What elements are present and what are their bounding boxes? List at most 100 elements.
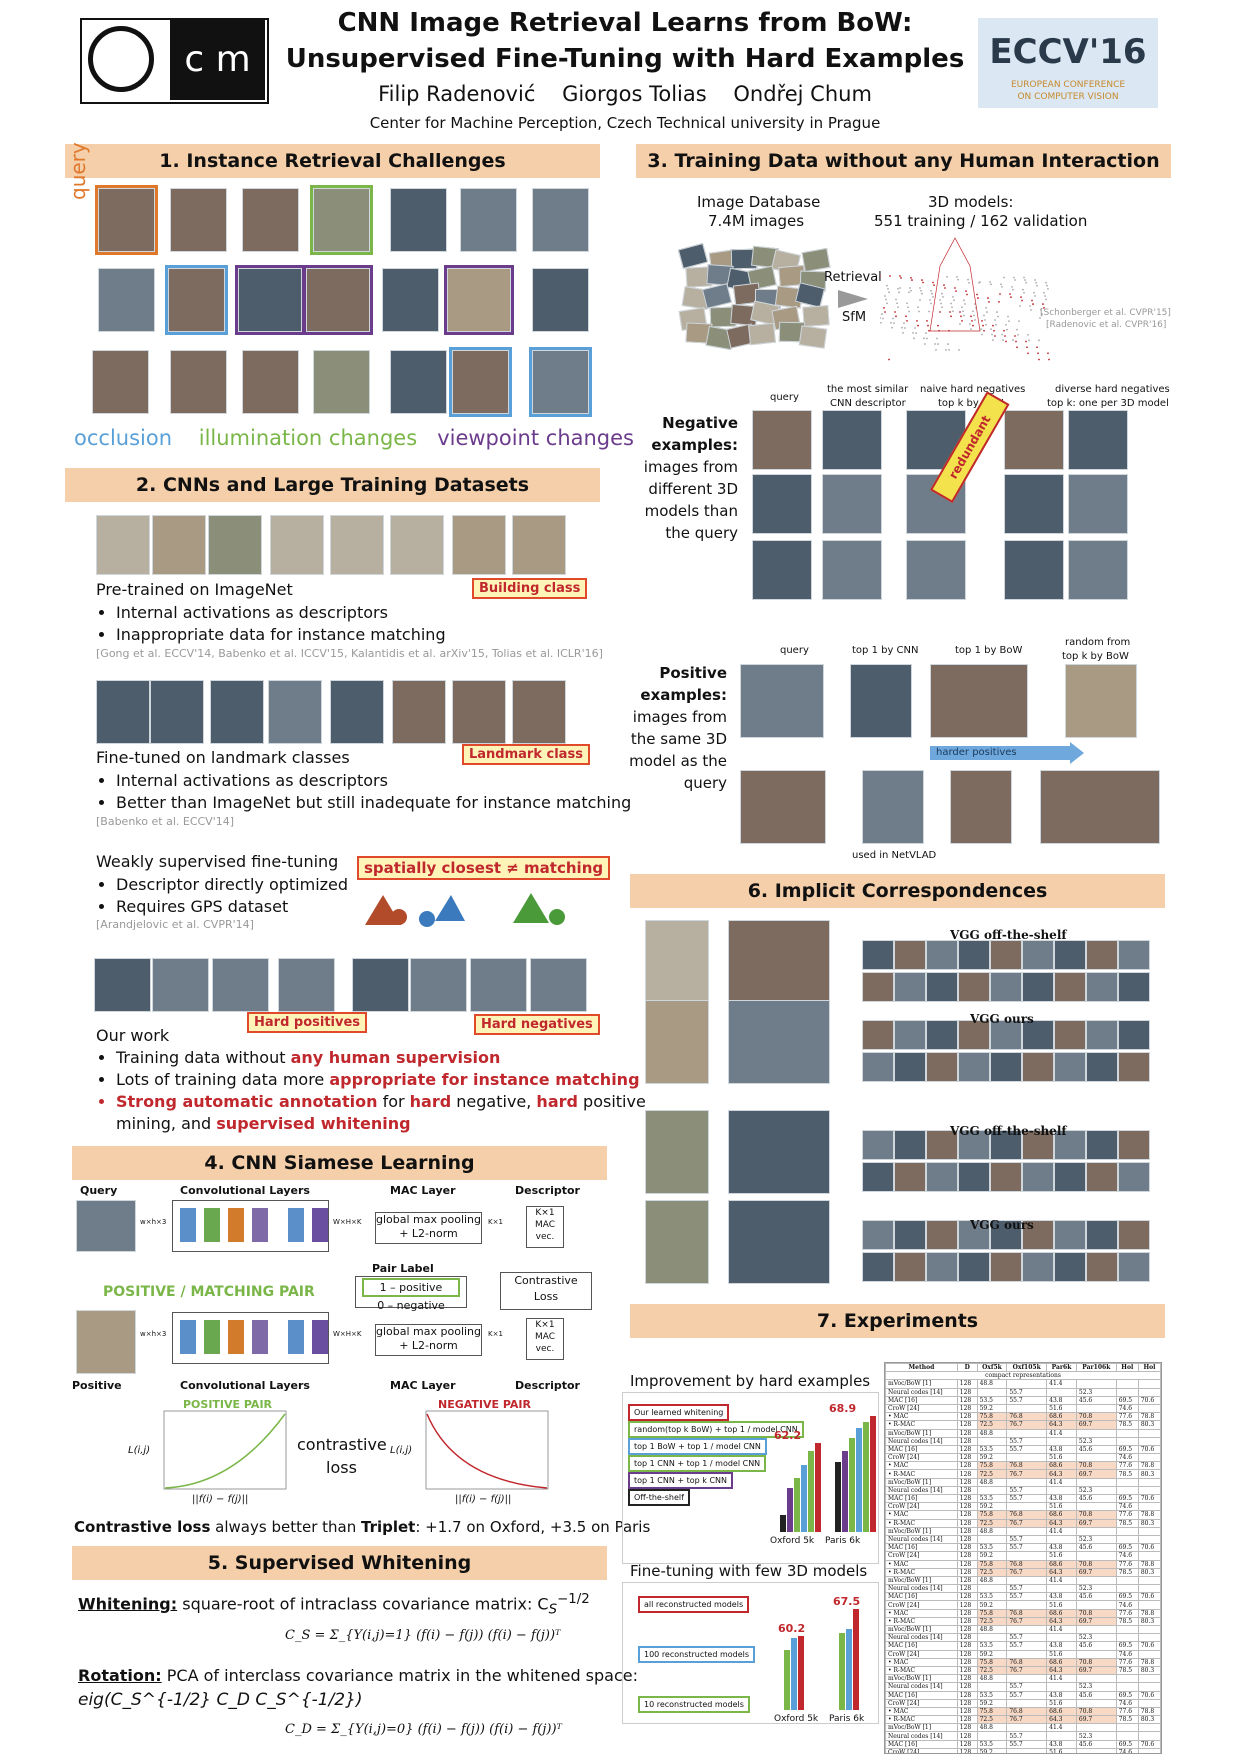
table-cell: • R-MAC xyxy=(885,1518,958,1528)
table-cell: 128 xyxy=(956,1674,978,1684)
table-cell xyxy=(1137,1575,1161,1586)
ref-b: [Babenko et al. ECCV'14] xyxy=(96,815,235,828)
table-cell: 45.6 xyxy=(1075,1592,1117,1602)
circle-shape xyxy=(419,911,435,927)
legend-entry: Our learned whitening xyxy=(628,1404,730,1421)
lij-2: L(i,j) xyxy=(390,1445,413,1456)
cloud-point xyxy=(888,291,890,294)
table-cell: 52.3 xyxy=(1075,1682,1117,1692)
cloud-point xyxy=(992,324,994,327)
table-cell: 128 xyxy=(956,1526,978,1536)
positive-image xyxy=(1040,770,1160,844)
cloud-point xyxy=(1009,293,1011,295)
cloud-point xyxy=(949,311,951,313)
table-cell xyxy=(1046,1387,1077,1397)
table-cell: 128 xyxy=(956,1731,978,1741)
spatial-tag: spatially closest ≠ matching xyxy=(357,856,611,880)
table-cell: CroW [24] xyxy=(885,1747,958,1753)
table-row: mVoc/BoW [1] 128 48.8 41.4 xyxy=(885,1477,1161,1487)
cloud-point xyxy=(894,311,896,313)
cloud-point xyxy=(924,343,926,345)
correspondence-image xyxy=(728,1000,830,1084)
table-cell: 128 xyxy=(956,1624,978,1635)
feature-map xyxy=(204,1320,220,1354)
table-cell: 41.4 xyxy=(1046,1674,1077,1684)
cloud-point xyxy=(957,278,959,281)
table-cell: 41.4 xyxy=(1046,1428,1077,1438)
cloud-point xyxy=(992,339,994,341)
table-cell: 64.3 xyxy=(1046,1715,1077,1725)
table-cell: 52.3 xyxy=(1075,1485,1117,1496)
table-cell: 52.3 xyxy=(1075,1534,1117,1545)
cloud-point xyxy=(981,333,983,336)
table-row: mVoc/BoW [1] 128 48.8 41.4 xyxy=(885,1674,1161,1684)
cloud-point xyxy=(1004,335,1006,337)
table-cell: 78.8 xyxy=(1137,1608,1161,1618)
cloud-point xyxy=(883,307,885,309)
chart2-frame xyxy=(622,1582,879,1724)
hard-positive-image xyxy=(212,958,269,1012)
patch-image xyxy=(990,1020,1022,1050)
feature-map xyxy=(312,1208,328,1242)
table-cell: mVoc/BoW [1] xyxy=(885,1428,958,1438)
sfm-point-cloud xyxy=(880,237,1050,361)
cloud-point xyxy=(1036,346,1038,349)
cloud-point xyxy=(895,298,897,301)
table-cell: 55.7 xyxy=(1006,1641,1048,1651)
table-cell: • MAC xyxy=(885,1412,958,1422)
cloud-point xyxy=(1033,291,1035,294)
eccv-sub-2: ON COMPUTER VISION xyxy=(1017,92,1119,102)
negative-example-image xyxy=(1068,474,1128,534)
cloud-point xyxy=(990,283,992,286)
table-cell: 69.5 xyxy=(1115,1641,1139,1651)
table-cell: 51.6 xyxy=(1046,1502,1077,1512)
table-cell xyxy=(1006,1600,1048,1610)
table-cell xyxy=(1137,1624,1161,1635)
challenge-image xyxy=(532,188,589,252)
patch-image xyxy=(1022,1162,1054,1192)
triangle-shape xyxy=(435,895,465,921)
models3d-label: 3D models: xyxy=(928,193,1014,211)
cloud-point xyxy=(901,326,903,329)
table-cell xyxy=(1075,1551,1117,1561)
cloud-point xyxy=(950,302,952,305)
table-cell: 128 xyxy=(956,1682,978,1692)
cloud-point xyxy=(939,299,941,301)
cloud-point xyxy=(1043,291,1045,294)
table-cell: 76.7 xyxy=(1006,1420,1048,1430)
table-cell: 78.8 xyxy=(1137,1510,1161,1520)
building-image xyxy=(270,515,324,575)
cloud-point xyxy=(919,299,921,301)
table-cell: 75.8 xyxy=(976,1706,1008,1717)
table-cell: 51.6 xyxy=(1046,1600,1077,1610)
cloud-point xyxy=(962,310,964,313)
eye-icon xyxy=(88,26,154,92)
pos-description: Positive examples: images from the same 3… xyxy=(629,664,727,792)
table-cell: CroW [24] xyxy=(885,1453,958,1463)
table-cell: 77.6 xyxy=(1115,1608,1139,1618)
hard-negative-image xyxy=(410,958,467,1012)
table-cell: 80.3 xyxy=(1137,1469,1161,1479)
challenge-image xyxy=(92,350,149,414)
table-row: CroW [24] 128 59.2 51.6 74.6 xyxy=(885,1502,1161,1512)
cloud-point xyxy=(937,324,939,327)
table-cell: Neural codes [14] xyxy=(885,1682,958,1692)
cloud-point xyxy=(950,315,952,318)
cloud-point xyxy=(895,315,897,318)
circle-shape xyxy=(549,909,565,925)
patch-image xyxy=(958,1052,990,1082)
table-cell: 68.6 xyxy=(1046,1706,1077,1717)
cloud-point xyxy=(945,349,947,351)
cloud-point xyxy=(1048,358,1050,361)
patch-image xyxy=(1086,1162,1118,1192)
table-row: • MAC 128 75.8 76.8 68.6 70.8 77.6 78.8 xyxy=(885,1608,1161,1618)
table-row: MAC [16] 128 53.5 55.7 43.8 45.6 69.5 70.6 xyxy=(885,1444,1161,1455)
table-cell xyxy=(976,1387,1008,1397)
feature-map xyxy=(312,1320,328,1354)
cloud-point xyxy=(986,311,988,313)
table-cell xyxy=(1006,1502,1048,1512)
cloud-point xyxy=(985,307,987,309)
sec7-title: 7. Experiments xyxy=(630,1304,1165,1338)
table-cell: • R-MAC xyxy=(885,1469,958,1479)
cloud-point xyxy=(982,324,984,327)
